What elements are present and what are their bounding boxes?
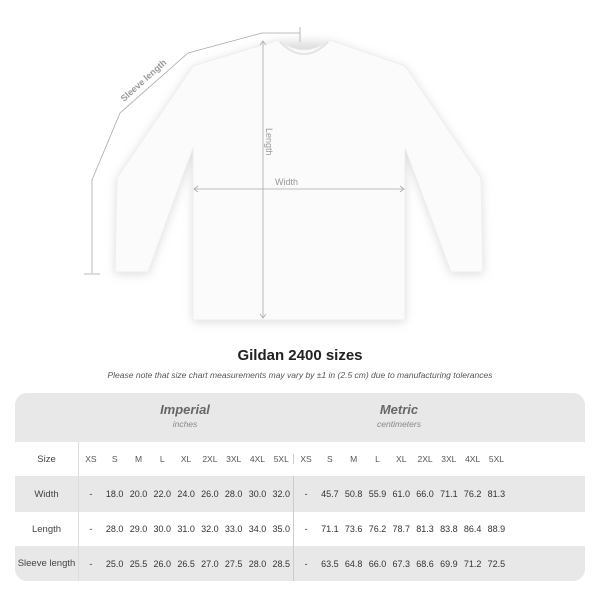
value-cell: 78.7 <box>392 524 411 534</box>
size-header-imperial: XL <box>180 454 192 464</box>
value-cell: 22.0 <box>153 489 172 499</box>
value-cell: 81.3 <box>416 524 434 534</box>
size-header-imperial: 2XL <box>202 454 218 464</box>
size-header-metric: 3XL <box>441 454 457 464</box>
shirt-diagram: Sleeve length Length Width <box>84 27 484 322</box>
value-cell: 63.5 <box>321 558 339 569</box>
width-label: Width <box>275 177 298 187</box>
size-row: Size XS S M L XL 2XL 3XL 4XL 5XL XS S M L XL 2XL 3XL 4XL 5… <box>15 442 585 476</box>
sleeve-length-label: Sleeve length <box>119 57 169 103</box>
table-row: Length -28.0 29.0 30.0 31.0 32.0 33.0 34.0 35.0-… <box>15 512 585 546</box>
size-header-imperial: 4XL <box>249 454 266 464</box>
value-cell: 33.0 <box>224 524 243 534</box>
value-cell: 66.0 <box>368 558 387 569</box>
size-table: Imperial inches Metric centimeters Size X… <box>15 393 585 581</box>
value-cell: 27.5 <box>224 558 243 569</box>
value-cell: - <box>293 512 318 546</box>
size-header-metric: 2XL <box>417 454 433 464</box>
value-cell: 69.9 <box>440 558 458 569</box>
value-cell: 73.6 <box>344 524 363 534</box>
value-cell: 88.9 <box>487 524 506 534</box>
size-header-imperial: XS <box>85 454 97 464</box>
value-cell: 86.4 <box>463 524 482 534</box>
size-header-imperial: L <box>159 454 165 464</box>
value-cell: 61.0 <box>392 489 411 499</box>
value-cell: 76.2 <box>368 524 387 534</box>
value-cell: 72.5 <box>487 558 506 569</box>
size-header-imperial: 5XL <box>273 454 289 464</box>
value-cell: 30.0 <box>153 524 172 534</box>
value-cell: 28.0 <box>105 524 124 534</box>
value-cell: 50.8 <box>344 489 363 499</box>
value-cell: 27.0 <box>201 558 219 569</box>
value-cell: 32.0 <box>272 489 291 499</box>
value-cell: 76.2 <box>463 489 482 499</box>
shirt-shape <box>114 39 484 321</box>
size-header-metric: 4XL <box>465 454 481 464</box>
value-cell: 66.0 <box>416 489 434 499</box>
value-cell: 45.7 <box>321 489 339 499</box>
size-header-imperial: M <box>134 454 143 464</box>
value-cell: 26.5 <box>177 558 195 569</box>
metric-unit: centimeters <box>377 419 421 429</box>
value-cell: 55.9 <box>368 489 387 499</box>
value-cell: - <box>293 546 318 581</box>
table-row: Sleeve length -25.0 25.5 26.0 26.5 27.0 27.5 28… <box>15 546 585 581</box>
value-cell: - <box>89 489 93 499</box>
size-header-metric: M <box>350 454 358 464</box>
value-cell: - <box>89 558 93 569</box>
size-header-metric: XL <box>396 454 407 464</box>
value-cell: 32.0 <box>201 524 219 534</box>
imperial-unit: inches <box>172 419 198 429</box>
sleeve-length-line <box>91 32 300 273</box>
value-cell: 71.1 <box>321 524 339 534</box>
value-cell: 28.0 <box>248 558 267 569</box>
value-cell: 29.0 <box>129 524 148 534</box>
value-cell: - <box>89 524 93 534</box>
size-header-metric: XS <box>293 454 318 464</box>
imperial-header: Imperial inches <box>78 393 292 442</box>
length-label: Length <box>264 128 274 156</box>
value-cell: 25.5 <box>129 558 148 569</box>
value-cell: 26.0 <box>153 558 172 569</box>
size-header-imperial: S <box>111 454 118 464</box>
size-header-metric: L <box>375 454 380 464</box>
value-cell: 67.3 <box>392 558 411 569</box>
size-header-metric: S <box>327 454 333 464</box>
value-cell: 83.8 <box>440 524 458 534</box>
size-header-imperial: 3XL <box>226 454 242 464</box>
value-cell: 26.0 <box>201 489 219 499</box>
value-cell: 20.0 <box>129 489 148 499</box>
value-cell: - <box>293 476 318 512</box>
row-label: Sleeve length <box>15 546 79 581</box>
size-header-metric: 5XL <box>488 454 504 464</box>
value-cell: 28.5 <box>272 558 291 569</box>
value-cell: 18.0 <box>105 489 124 499</box>
metric-label: Metric <box>379 402 419 417</box>
row-label: Length <box>15 512 79 546</box>
metric-header: Metric centimeters <box>292 393 506 442</box>
value-cell: 71.2 <box>463 558 482 569</box>
value-cell: 81.3 <box>487 489 506 499</box>
row-label: Width <box>15 476 79 512</box>
value-cell: 25.0 <box>105 558 124 569</box>
value-cell: 71.1 <box>440 489 458 499</box>
imperial-label: Imperial <box>160 402 210 417</box>
tolerance-note: Please note that size chart measurements… <box>107 370 493 380</box>
value-cell: 24.0 <box>177 489 195 499</box>
table-row: Width -18.0 20.0 22.0 24.0 26.0 28.0 30.0 32.0-4… <box>15 476 585 512</box>
page-title: Gildan 2400 sizes <box>237 347 363 364</box>
value-cell: 31.0 <box>177 524 195 534</box>
size-header: Size <box>15 442 79 476</box>
value-cell: 28.0 <box>224 489 243 499</box>
value-cell: 64.8 <box>344 558 363 569</box>
value-cell: 30.0 <box>248 489 267 499</box>
value-cell: 34.0 <box>248 524 267 534</box>
value-cell: 35.0 <box>272 524 291 534</box>
value-cell: 68.6 <box>416 558 434 569</box>
